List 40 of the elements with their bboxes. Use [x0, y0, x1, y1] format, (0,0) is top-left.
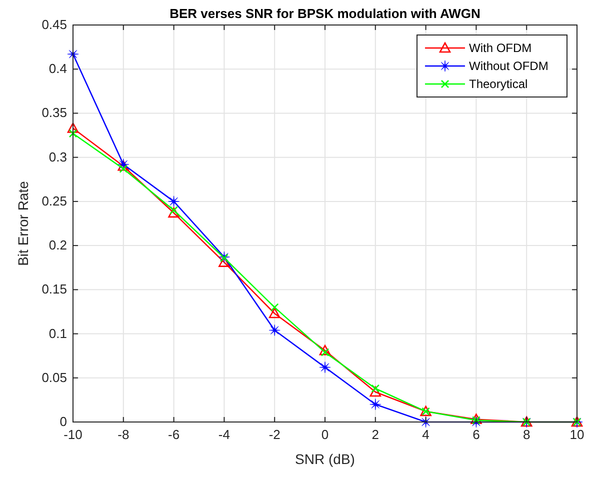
point	[470, 414, 482, 424]
point	[319, 362, 331, 373]
y-axis-title: Bit Error Rate	[15, 180, 31, 266]
point	[370, 386, 382, 397]
x-tick-label: 10	[570, 427, 584, 442]
legend-label: With OFDM	[469, 41, 532, 55]
y-tick-label: 0.1	[48, 326, 67, 341]
point	[319, 344, 331, 356]
x-axis-title: SNR (dB)	[295, 451, 355, 467]
x-tick-label: -10	[64, 427, 82, 442]
point	[168, 196, 180, 208]
point	[67, 122, 79, 133]
point	[370, 398, 382, 410]
y-tick-label: 0	[60, 414, 67, 429]
x-tick-label: -4	[218, 427, 230, 442]
y-tick-label: 0.45	[42, 17, 67, 32]
point	[268, 324, 280, 336]
point	[270, 303, 279, 312]
x-tick-label: -6	[168, 427, 180, 442]
x-tick-label: 2	[372, 427, 380, 442]
y-tick-label: 0.35	[42, 105, 67, 120]
x-tick-label: 6	[472, 427, 480, 442]
point	[168, 207, 180, 218]
y-tick-label: 0.3	[48, 149, 67, 164]
chart-title: BER verses SNR for BPSK modulation with AWGN	[170, 6, 480, 21]
y-tick-label: 0.4	[48, 61, 67, 76]
point	[68, 129, 78, 138]
legend-label: Without OFDM	[469, 59, 548, 73]
y-tick-label: 0.15	[42, 282, 67, 297]
x-tick-label: 0	[321, 427, 329, 442]
legend-label: Theorytical	[469, 77, 528, 91]
x-tick-label: 8	[522, 427, 530, 442]
x-tick-label: -2	[268, 427, 280, 442]
y-tick-label: 0.05	[42, 370, 67, 385]
y-tick-label: 0.2	[48, 238, 67, 253]
point	[220, 254, 228, 262]
y-tick-label: 0.25	[42, 193, 67, 208]
point	[268, 308, 280, 318]
x-tick-label: -8	[118, 427, 130, 442]
x-tick-label: 4	[422, 427, 430, 442]
